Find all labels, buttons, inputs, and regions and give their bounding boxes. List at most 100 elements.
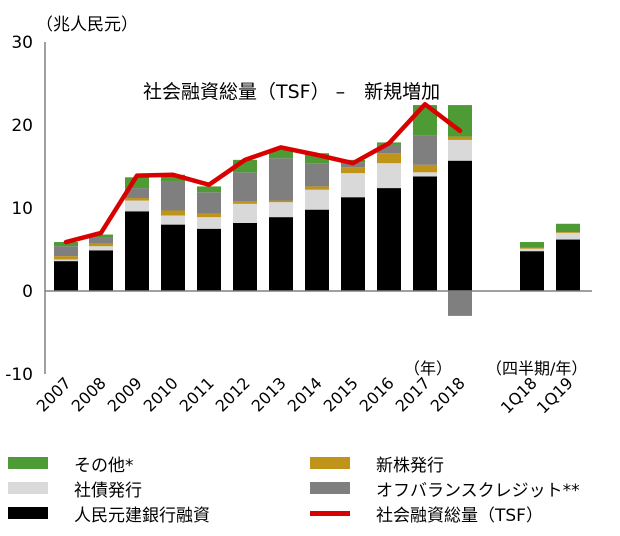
legend-label-other: その他* — [74, 455, 134, 476]
y-tick-label: 10 — [11, 199, 33, 219]
bar-segment-other — [197, 186, 221, 193]
x-axis-ticks: 2007200820092010201120122013201420152016… — [33, 373, 577, 417]
bar-segment-offbalance — [54, 246, 78, 257]
legend-item-bonds: 社債発行 — [8, 477, 142, 501]
legend-label-bonds: 社債発行 — [74, 480, 142, 501]
bar-segment-equity — [125, 198, 149, 201]
bar-segment-offbalance — [269, 158, 293, 201]
bar-segment-other — [161, 174, 185, 182]
y-tick-label: 20 — [11, 116, 33, 136]
bar-segment-bonds — [269, 202, 293, 218]
bar-segment-offbalance — [448, 291, 472, 316]
bar-segment-equity — [341, 167, 365, 174]
x-tick-label: 1Q18 — [497, 373, 541, 417]
legend-item-offbalance: オフバランスクレジット** — [310, 477, 580, 501]
bar-segment-bonds — [341, 173, 365, 198]
bar-segment-loans — [54, 261, 78, 291]
x-tick-label: 2009 — [104, 373, 146, 415]
tsf-line — [63, 102, 463, 245]
bar-segment-offbalance — [125, 188, 149, 199]
y-tick-label: 0 — [22, 282, 33, 302]
legend-label-offbalance: オフバランスクレジット** — [376, 480, 580, 501]
bar-segment-bonds — [448, 139, 472, 161]
bar-segment-bonds — [233, 203, 257, 223]
bar-segment-loans — [377, 188, 401, 291]
bar-segment-offbalance — [89, 237, 113, 244]
bar-segment-loans — [233, 222, 257, 291]
y-axis-ticks: 30 20 10 0 -10 — [5, 33, 33, 385]
bar-segment-equity — [161, 210, 185, 216]
x-tick-label: 2012 — [212, 373, 254, 415]
x-tick-label: 2007 — [33, 373, 75, 415]
bar-segment-equity — [89, 243, 113, 247]
bar-segment-other — [125, 177, 149, 189]
group-label-quarterly: （四半期/年） — [486, 359, 587, 378]
group-label-annual: （年） — [404, 359, 452, 378]
bar-segment-equity — [413, 164, 437, 173]
bar-segment-bonds — [197, 217, 221, 229]
legend: その他* 新株発行 社債発行 オフバランスクレジット** 人民元建銀行融資 社会… — [0, 450, 620, 536]
bar-segment-other — [556, 223, 580, 233]
bar-segment-loans — [448, 160, 472, 291]
x-tick-label: 2018 — [427, 373, 469, 415]
bar-segment-equity — [197, 213, 221, 218]
bar-segment-bonds — [125, 200, 149, 212]
bar-segment-equity — [305, 186, 329, 190]
bar-segment-loans — [269, 217, 293, 291]
bar-segment-offbalance — [197, 192, 221, 214]
bar-segment-bonds — [413, 172, 437, 177]
bar-segment-equity — [556, 232, 580, 233]
y-axis-label: （兆人民元） — [36, 15, 138, 35]
bar-segment-equity — [233, 201, 257, 204]
bar-segment-equity — [269, 200, 293, 203]
bar-segment-offbalance — [161, 181, 185, 211]
bar-segment-bonds — [89, 246, 113, 251]
bar-segment-offbalance — [413, 135, 437, 165]
x-tick-label: 2016 — [356, 373, 398, 415]
bar-segment-bonds — [161, 215, 185, 225]
y-tick-label: -10 — [5, 365, 33, 385]
legend-label-loans: 人民元建銀行融資 — [74, 505, 210, 526]
legend-swatch-equity — [310, 457, 350, 469]
bar-segment-bonds — [305, 189, 329, 210]
bar-segment-equity — [377, 153, 401, 164]
bar-segment-offbalance — [233, 172, 257, 202]
bar-segment-equity — [520, 247, 544, 249]
bars — [54, 105, 580, 316]
bar-segment-equity — [54, 256, 78, 260]
bar-segment-loans — [89, 250, 113, 291]
bar-segment-other — [520, 242, 544, 248]
chart-title: 社会融資総量（TSF） – 新規増加 — [143, 81, 440, 103]
x-tick-label: 1Q19 — [533, 373, 577, 417]
legend-swatch-tsf — [310, 510, 350, 516]
bar-segment-offbalance — [377, 144, 401, 154]
bar-segment-loans — [305, 209, 329, 291]
x-tick-label: 2008 — [68, 373, 110, 415]
legend-swatch-bonds — [8, 482, 48, 494]
legend-item-tsf: 社会融資総量（TSF） — [310, 502, 543, 526]
bar-segment-other — [305, 153, 329, 164]
x-tick-label: 2014 — [284, 373, 326, 415]
x-tick-label: 2017 — [392, 373, 434, 415]
x-tick-label: 2015 — [320, 373, 362, 415]
y-tick-label: 30 — [11, 33, 33, 53]
bar-segment-other — [89, 234, 113, 238]
bar-segment-loans — [413, 176, 437, 291]
bar-segment-loans — [161, 224, 185, 291]
legend-label-equity: 新株発行 — [376, 455, 444, 476]
bar-segment-loans — [520, 251, 544, 291]
legend-item-other: その他* — [8, 452, 134, 476]
bar-segment-equity — [448, 136, 472, 140]
bar-segment-loans — [197, 228, 221, 291]
legend-swatch-offbalance — [310, 482, 350, 494]
legend-item-equity: 新株発行 — [310, 452, 444, 476]
legend-item-loans: 人民元建銀行融資 — [8, 502, 210, 526]
x-tick-label: 2011 — [176, 373, 218, 415]
x-tick-label: 2010 — [140, 373, 182, 415]
bar-segment-loans — [125, 211, 149, 291]
bar-segment-bonds — [377, 163, 401, 189]
legend-label-tsf: 社会融資総量（TSF） — [376, 505, 543, 526]
bar-segment-bonds — [556, 232, 580, 240]
legend-swatch-other — [8, 457, 48, 469]
